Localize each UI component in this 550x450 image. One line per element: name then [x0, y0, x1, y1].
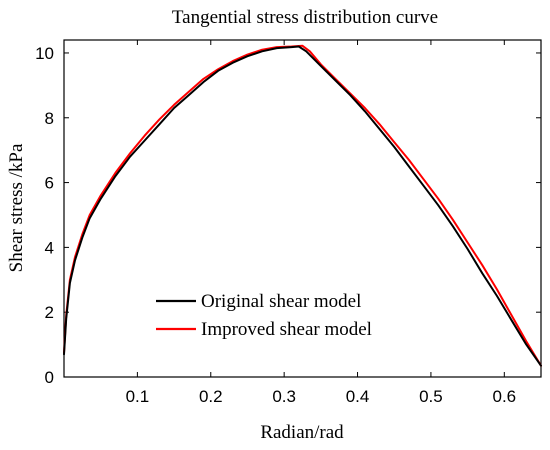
x-tick-label: 0.6	[492, 387, 516, 406]
series-layer	[63, 44, 542, 367]
series-line-original	[63, 45, 542, 367]
y-tick-label: 2	[45, 303, 54, 322]
x-tick-label: 0.3	[272, 387, 296, 406]
x-tick-label: 0.1	[126, 387, 150, 406]
chart-title: Tangential stress distribution curve	[172, 7, 438, 28]
plot-area-frame	[63, 39, 542, 378]
legend-entry: Improved shear model	[156, 319, 372, 340]
legend-label: Improved shear model	[201, 319, 372, 340]
y-tick-label: 8	[45, 109, 54, 128]
series-line-improved	[63, 44, 542, 367]
legend-entry: Original shear model	[156, 291, 361, 312]
y-tick-label: 10	[35, 44, 54, 63]
legend-label: Original shear model	[201, 291, 361, 312]
legend: Original shear model Improved shear model	[156, 291, 372, 340]
x-tick-label: 0.5	[419, 387, 443, 406]
y-tick-label: 4	[45, 238, 54, 257]
y-tick-label: 0	[45, 368, 54, 387]
x-tick-label: 0.4	[346, 387, 370, 406]
axis-ticks: 0.1 0.2 0.3 0.4 0.5 0.6 0 2 4 6 8 10	[35, 40, 541, 406]
x-axis-label: Radian/rad	[260, 422, 344, 443]
y-axis-label: Shear stress /kPa	[6, 143, 27, 272]
y-tick-label: 6	[45, 174, 54, 193]
x-tick-label: 0.2	[199, 387, 223, 406]
